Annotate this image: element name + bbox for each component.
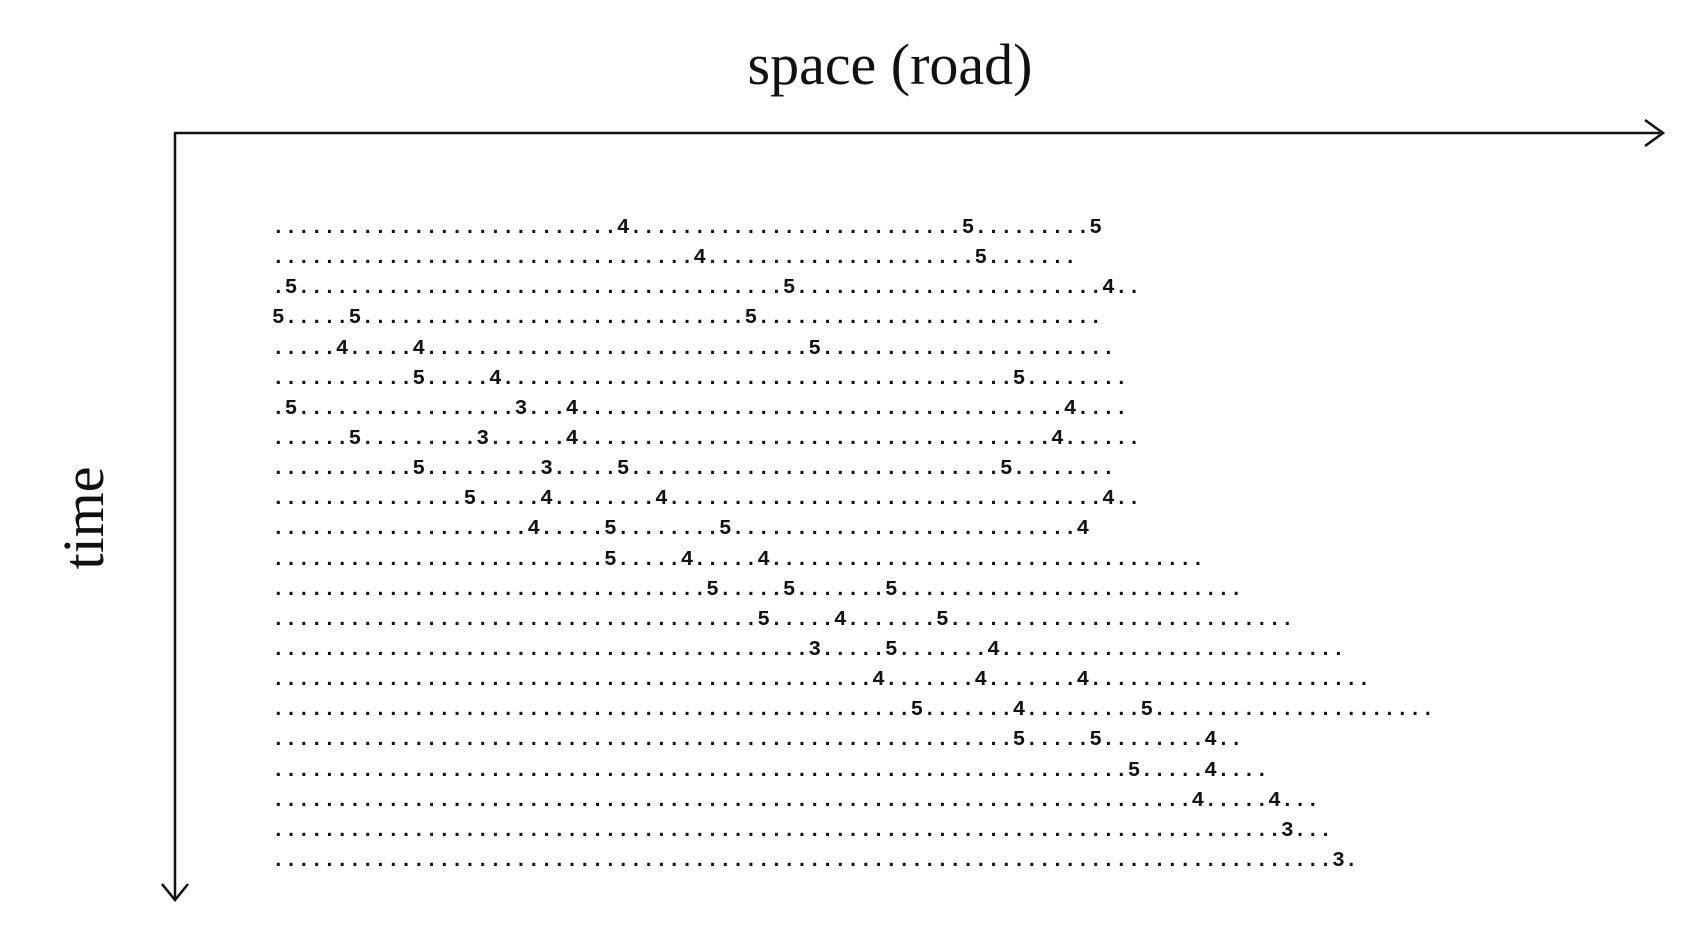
time-step-row: ...........................4............… bbox=[272, 217, 1103, 240]
time-step-row: ...............5.....4........4.........… bbox=[272, 488, 1141, 512]
time-axis-arrowhead bbox=[161, 883, 189, 902]
time-step-row: ........................................… bbox=[272, 759, 1269, 783]
time-step-row: .....4.....4............................… bbox=[272, 337, 1115, 361]
space-axis-arrowhead bbox=[1644, 118, 1666, 148]
time-step-row: 5.....5..............................5..… bbox=[272, 307, 1103, 331]
x-axis-label: space (road) bbox=[747, 32, 1033, 97]
time-step-row: ........................................… bbox=[272, 849, 1358, 873]
time-step-row: ........................................… bbox=[272, 819, 1333, 843]
time-step-row: ......................................5.… bbox=[272, 608, 1294, 632]
time-step-row: ..................................5.....… bbox=[272, 578, 1243, 602]
time-step-row: ...........5.........3.....5............… bbox=[272, 458, 1115, 482]
time-step-row: ........................................… bbox=[272, 638, 1345, 662]
time-step-row: ........................................… bbox=[272, 669, 1371, 693]
time-step-row: ........................................… bbox=[272, 699, 1435, 723]
time-step-row: ........................................… bbox=[272, 789, 1320, 813]
time-step-row: .5......................................… bbox=[272, 277, 1141, 301]
time-step-row: .................................4......… bbox=[272, 247, 1077, 271]
time-step-row: ..........................5.....4.....4.… bbox=[272, 548, 1205, 572]
time-step-row: ...........5.....4......................… bbox=[272, 367, 1128, 391]
cell-grid: ...........................4............… bbox=[272, 214, 1434, 877]
time-step-row: ........................................… bbox=[272, 729, 1243, 753]
time-step-row: ......5.........3......4................… bbox=[272, 427, 1141, 451]
time-step-row: .5.................3...4................… bbox=[272, 397, 1128, 421]
time-step-row: ....................4.....5........5....… bbox=[272, 518, 1090, 542]
